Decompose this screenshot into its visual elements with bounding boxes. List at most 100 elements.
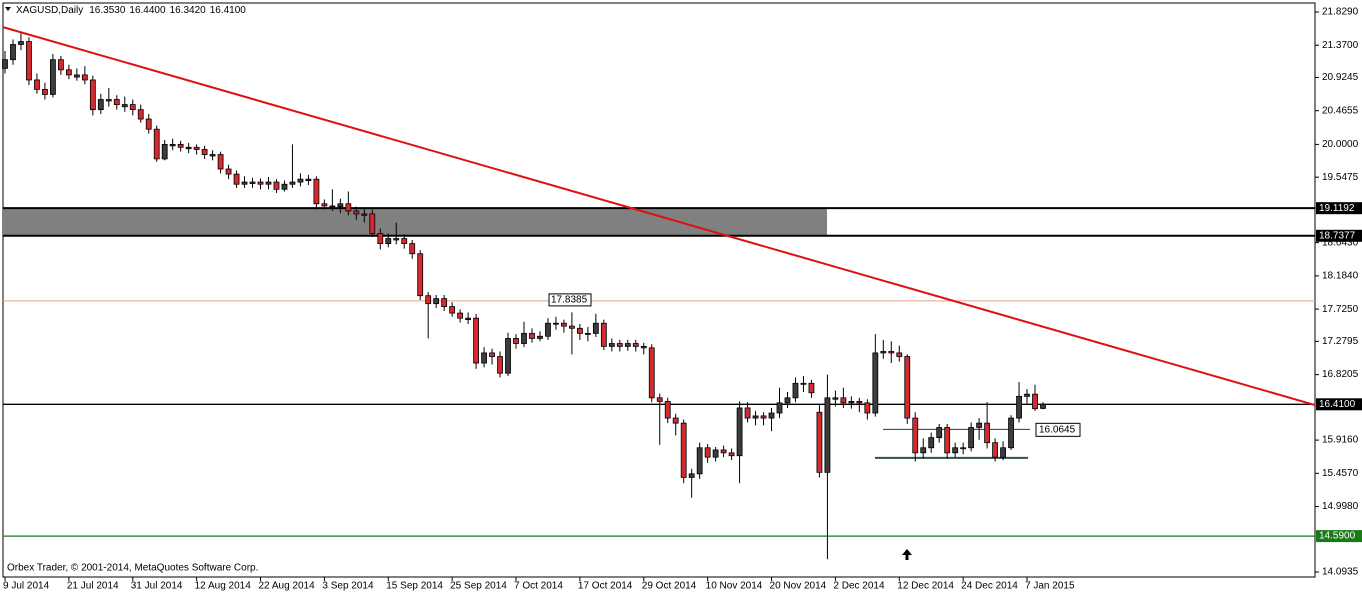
- candle-body: [832, 397, 839, 400]
- y-tick-label: 17.2795: [1322, 336, 1359, 347]
- candle-body: [592, 322, 599, 334]
- x-tick-label: 29 Oct 2014: [642, 581, 697, 592]
- candle-body: [257, 181, 264, 185]
- candle-body: [736, 407, 743, 457]
- candle-body: [505, 338, 511, 374]
- candle-body: [1016, 395, 1022, 419]
- x-tick-label: 25 Sep 2014: [450, 581, 507, 592]
- candle-body: [233, 173, 240, 185]
- y-tick-label: 20.9245: [1322, 72, 1359, 83]
- candle-body: [1040, 403, 1046, 409]
- y-tick-label: 18.6430: [1322, 237, 1359, 248]
- candle-body: [888, 351, 895, 354]
- y-tick-label: 14.9980: [1322, 501, 1359, 512]
- candle-body: [209, 154, 216, 157]
- menu-arrow[interactable]: [5, 7, 11, 11]
- high-label: 16.4400: [129, 5, 166, 16]
- x-tick-label: 3 Sep 2014: [322, 581, 374, 592]
- trendline: [2, 26, 1316, 407]
- candle-body: [545, 322, 551, 337]
- candle-body: [640, 346, 647, 349]
- candle-body: [2, 59, 8, 69]
- candle-body: [648, 347, 655, 399]
- candle-body: [177, 144, 184, 148]
- candle-body: [417, 253, 424, 297]
- candle-body: [289, 181, 296, 185]
- candle-body: [600, 322, 607, 347]
- candle-body: [321, 203, 328, 207]
- candle-body: [193, 146, 200, 150]
- close-label: 16.4100: [210, 5, 247, 16]
- candle-body: [337, 203, 344, 208]
- candle-body: [265, 181, 272, 185]
- marker-label: 17.8385: [551, 295, 588, 306]
- candle-body: [904, 356, 911, 419]
- candle-body: [808, 382, 815, 394]
- x-tick-label: 12 Dec 2014: [897, 581, 954, 592]
- x-tick-label: 22 Aug 2014: [259, 581, 316, 592]
- candle-body: [529, 332, 535, 339]
- candle-body: [449, 306, 456, 314]
- candle-body: [249, 181, 256, 184]
- candle-body: [1024, 393, 1030, 397]
- level-label: 18.7377: [1319, 230, 1356, 241]
- candle-body: [1032, 393, 1038, 410]
- candle-body: [1000, 447, 1006, 458]
- x-tick-label: 24 Dec 2014: [961, 581, 1018, 592]
- candle-body: [281, 183, 288, 190]
- candle-body: [856, 401, 863, 404]
- candle-body: [241, 181, 248, 185]
- candle-body: [760, 415, 767, 419]
- candle-body: [800, 382, 807, 385]
- candle-body: [776, 402, 783, 414]
- short-line-label: 16.0645: [1039, 424, 1076, 435]
- candle-body: [848, 401, 855, 404]
- candle-body: [968, 427, 975, 449]
- candle-body: [161, 144, 168, 160]
- candle-body: [73, 74, 80, 78]
- candle-body: [313, 178, 320, 205]
- candle-body: [393, 238, 400, 241]
- candle-body: [680, 422, 687, 478]
- candle-body: [624, 343, 631, 347]
- x-tick-label: 9 Jul 2014: [3, 581, 50, 592]
- candle-body: [225, 168, 232, 175]
- candle-body: [992, 442, 998, 458]
- candle-body: [81, 74, 88, 81]
- candle-body: [696, 447, 703, 475]
- x-tick-label: 12 Aug 2014: [195, 581, 252, 592]
- level-tag: [1316, 202, 1362, 215]
- symbol: XAGUSD,Daily: [16, 5, 83, 16]
- level-label: 14.5900: [1319, 531, 1356, 542]
- candle-body: [10, 44, 16, 61]
- candle-body: [521, 332, 527, 344]
- open-label: 16.3530: [89, 5, 126, 16]
- candle-body: [129, 104, 136, 111]
- candle-body: [89, 79, 96, 111]
- zone: [3, 208, 827, 236]
- candle-body: [97, 99, 104, 111]
- candle-body: [712, 449, 719, 458]
- candle-body: [121, 104, 128, 108]
- candle-body: [433, 298, 440, 305]
- x-tick-label: 17 Oct 2014: [578, 581, 633, 592]
- candle-body: [920, 447, 927, 454]
- candle-body: [896, 352, 903, 357]
- x-tick-label: 31 Jul 2014: [131, 581, 183, 592]
- candle-body: [872, 352, 879, 414]
- candle-body: [816, 411, 823, 473]
- candle-body: [385, 238, 392, 244]
- candle-body: [457, 312, 464, 319]
- candle-body: [656, 397, 663, 402]
- candle-body: [409, 243, 416, 255]
- candle-body: [960, 447, 967, 450]
- candle-body: [497, 356, 503, 374]
- candle-body: [145, 118, 152, 130]
- candle-body: [553, 322, 559, 325]
- candle-body: [672, 417, 679, 424]
- candle-body: [65, 69, 72, 76]
- candle-body: [273, 181, 280, 190]
- y-tick-label: 15.9160: [1322, 435, 1359, 446]
- candle-body: [880, 351, 887, 354]
- candle-body: [513, 338, 519, 344]
